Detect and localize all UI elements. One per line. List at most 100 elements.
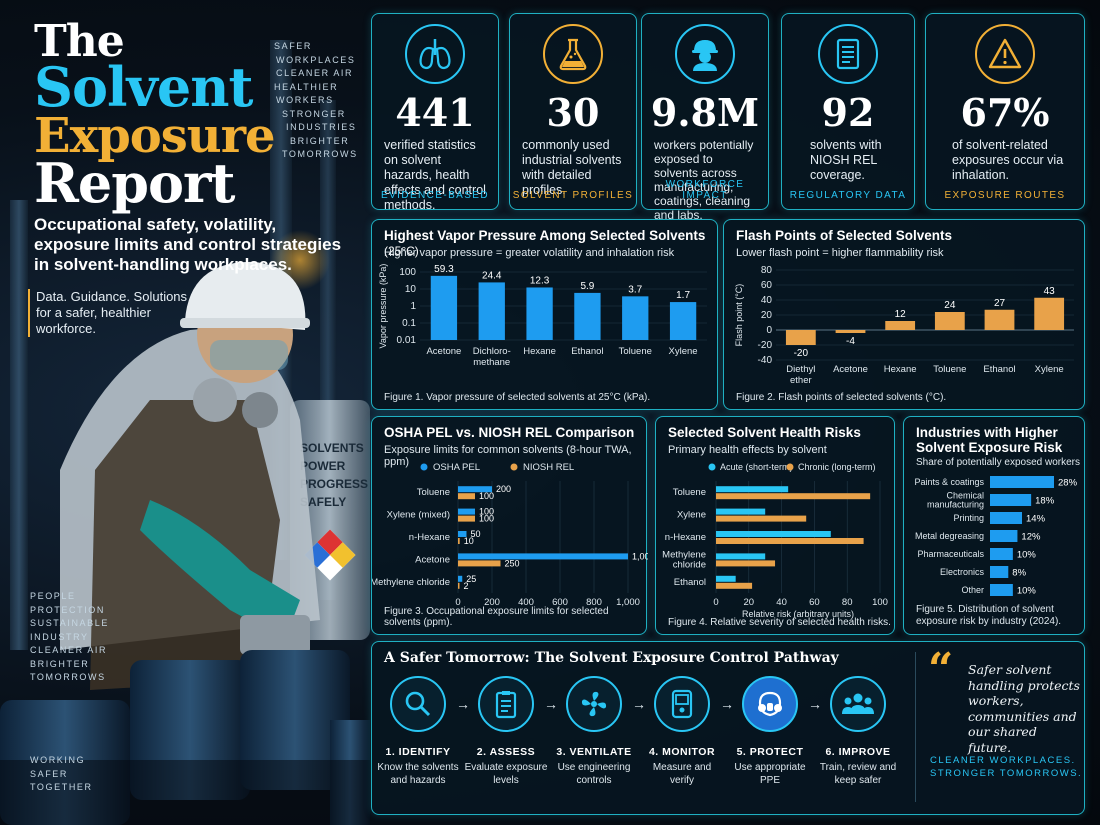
y-tick-label: Printing (953, 513, 984, 523)
quote-tagline: CLEANER WORKPLACES. STRONGER TOMORROWS. (930, 755, 1083, 779)
y-tick-label: 80 (761, 265, 773, 276)
chart4-caption: Figure 4. Relative severity of selected … (668, 617, 891, 628)
data-label: -20 (794, 348, 809, 359)
y-tick-label: 60 (761, 280, 773, 291)
data-label: 100 (479, 507, 494, 517)
legend-marker (420, 463, 428, 471)
chart2-subtitle: Lower flash point = higher flammability … (736, 247, 944, 259)
chart2-title: Flash Points of Selected Solvents (736, 228, 953, 243)
y-tick-label: 1 (410, 301, 416, 312)
y-tick-label: Xylene (677, 510, 706, 521)
data-label: 14% (1026, 514, 1046, 525)
people-icon (830, 676, 886, 732)
legend-label: Acute (short-term) (720, 462, 793, 472)
x-tick-label: 0 (713, 597, 718, 608)
data-label: 250 (505, 558, 520, 568)
bar (885, 321, 916, 330)
stat-card-workforce: 9.8M workers potentially exposed to solv… (641, 13, 769, 222)
chart5-subtitle: Share of potentially exposed workers (916, 457, 1080, 468)
chart2-caption: Figure 2. Flash points of selected solve… (736, 392, 947, 403)
bar (1034, 297, 1065, 330)
title-line-2: Solvent (34, 55, 253, 119)
stat-value: 30 (546, 90, 600, 135)
x-tick-label: 80 (842, 597, 853, 608)
chart4-title: Selected Solvent Health Risks (668, 425, 861, 440)
step-identify: 1. IDENTIFY Know the solvents and hazard… (376, 676, 460, 787)
chart2-plot: 80 60 40 20 0 -20 -40 Flash point (°C) -20 Diethy… (734, 265, 1074, 386)
y-axis-label: Vapor pressure (kPa) (378, 264, 388, 349)
step-ventilate: 3. VENTILATE Use engineering controls (552, 676, 636, 787)
bar (716, 515, 807, 522)
bar (716, 582, 753, 589)
warning-icon (975, 24, 1035, 84)
x-tick-label: Ethanol (571, 346, 603, 357)
x-axis-label: Relative risk (arbitrary units) (742, 609, 854, 619)
step-name: 5. PROTECT (736, 746, 804, 758)
chart-vapor-pressure: Highest Vapor Pressure Among Selected So… (371, 219, 718, 410)
y-tick-label: Metal degreasing (915, 531, 984, 541)
chart-health-risks: Selected Solvent Health Risks Primary he… (655, 416, 895, 635)
quote-text: Safer solvent handling protects workers,… (968, 662, 1080, 755)
legend-marker (708, 463, 716, 471)
step-protect: 5. PROTECT Use appropriate PPE (728, 676, 812, 787)
bar (430, 275, 458, 340)
side-words-mid: PEOPLE PROTECTION SUSTAINABLE INDUSTRY C… (30, 591, 109, 682)
y-tick-label: Ethanol (674, 577, 706, 588)
worker-icon (675, 24, 735, 84)
data-label: 1.7 (676, 290, 690, 301)
y-tick-label: 10 (405, 284, 417, 295)
x-tick-label: 1,000 (616, 597, 640, 608)
industrial-worker-illustration: SOLVENTS POWER PROGRESS SAFELY (0, 40, 370, 825)
tank-text-3: PROGRESS (300, 477, 368, 491)
y-tick-label: 0 (766, 325, 772, 336)
title-line-3: Exposure (34, 108, 276, 164)
chart1-caption: Figure 1. Vapor pressure of selected sol… (384, 392, 651, 403)
bar (478, 282, 505, 340)
data-label: 43 (1044, 286, 1056, 297)
arrow-icon: → (720, 696, 734, 712)
y-tick-label: Pharmaceuticals (917, 549, 984, 559)
bar (458, 582, 460, 589)
stat-desc: solvents with NIOSH REL coverage. (810, 138, 882, 182)
y-tick-label: Methylene chloride (662, 549, 706, 570)
data-label: 10% (1017, 550, 1037, 561)
bar (716, 538, 864, 544)
bar (984, 309, 1015, 330)
bar (990, 512, 1022, 524)
step-desc: Train, review and keep safer (819, 762, 897, 786)
data-label: 28% (1058, 478, 1078, 489)
step-name: 6. IMPROVE (825, 746, 891, 758)
arrow-icon: → (544, 696, 558, 712)
y-tick-label: Toluene (417, 487, 450, 498)
y-tick-label: 100 (399, 267, 416, 278)
step-assess: 2. ASSESS Evaluate exposure levels (464, 676, 548, 787)
x-tick-label: Toluene (619, 346, 652, 357)
data-label: -4 (846, 336, 855, 347)
chart5-plot: Paints & coatings 28% Chemical manufacturin… (914, 476, 1078, 597)
stat-label: REGULATORY DATA (789, 190, 907, 201)
bar (622, 296, 649, 340)
arrow-icon: → (632, 696, 646, 712)
flask-icon (543, 24, 603, 84)
y-tick-label: Methylene chloride (372, 577, 450, 588)
stat-desc: workers potentially exposed to solvents … (654, 138, 754, 222)
bar (458, 515, 475, 522)
bar (990, 494, 1032, 506)
chart-flash-points: Flash Points of Selected Solvents Lower … (723, 219, 1085, 410)
bar (458, 538, 460, 544)
chart-pel-rel: OSHA PEL vs. NIOSH REL Comparison Exposu… (371, 416, 648, 635)
side-words-bottom: WORKING SAFER TOGETHER (30, 755, 93, 792)
tank-text-1: SOLVENTS (300, 441, 364, 455)
stat-value: 441 (395, 90, 475, 135)
x-tick-label: 100 (872, 597, 888, 608)
y-tick-label: 0.01 (397, 335, 417, 346)
bar (669, 302, 697, 340)
report-subtitle: Occupational safety, volatility, exposur… (34, 215, 342, 274)
legend-marker (510, 463, 518, 471)
data-label: 100 (479, 491, 494, 501)
bar (458, 560, 501, 567)
chart4-subtitle: Primary health effects by solvent (668, 444, 827, 456)
y-tick-label: -40 (758, 355, 773, 366)
divider (915, 652, 916, 802)
legend-label: Chronic (long-term) (798, 462, 876, 472)
